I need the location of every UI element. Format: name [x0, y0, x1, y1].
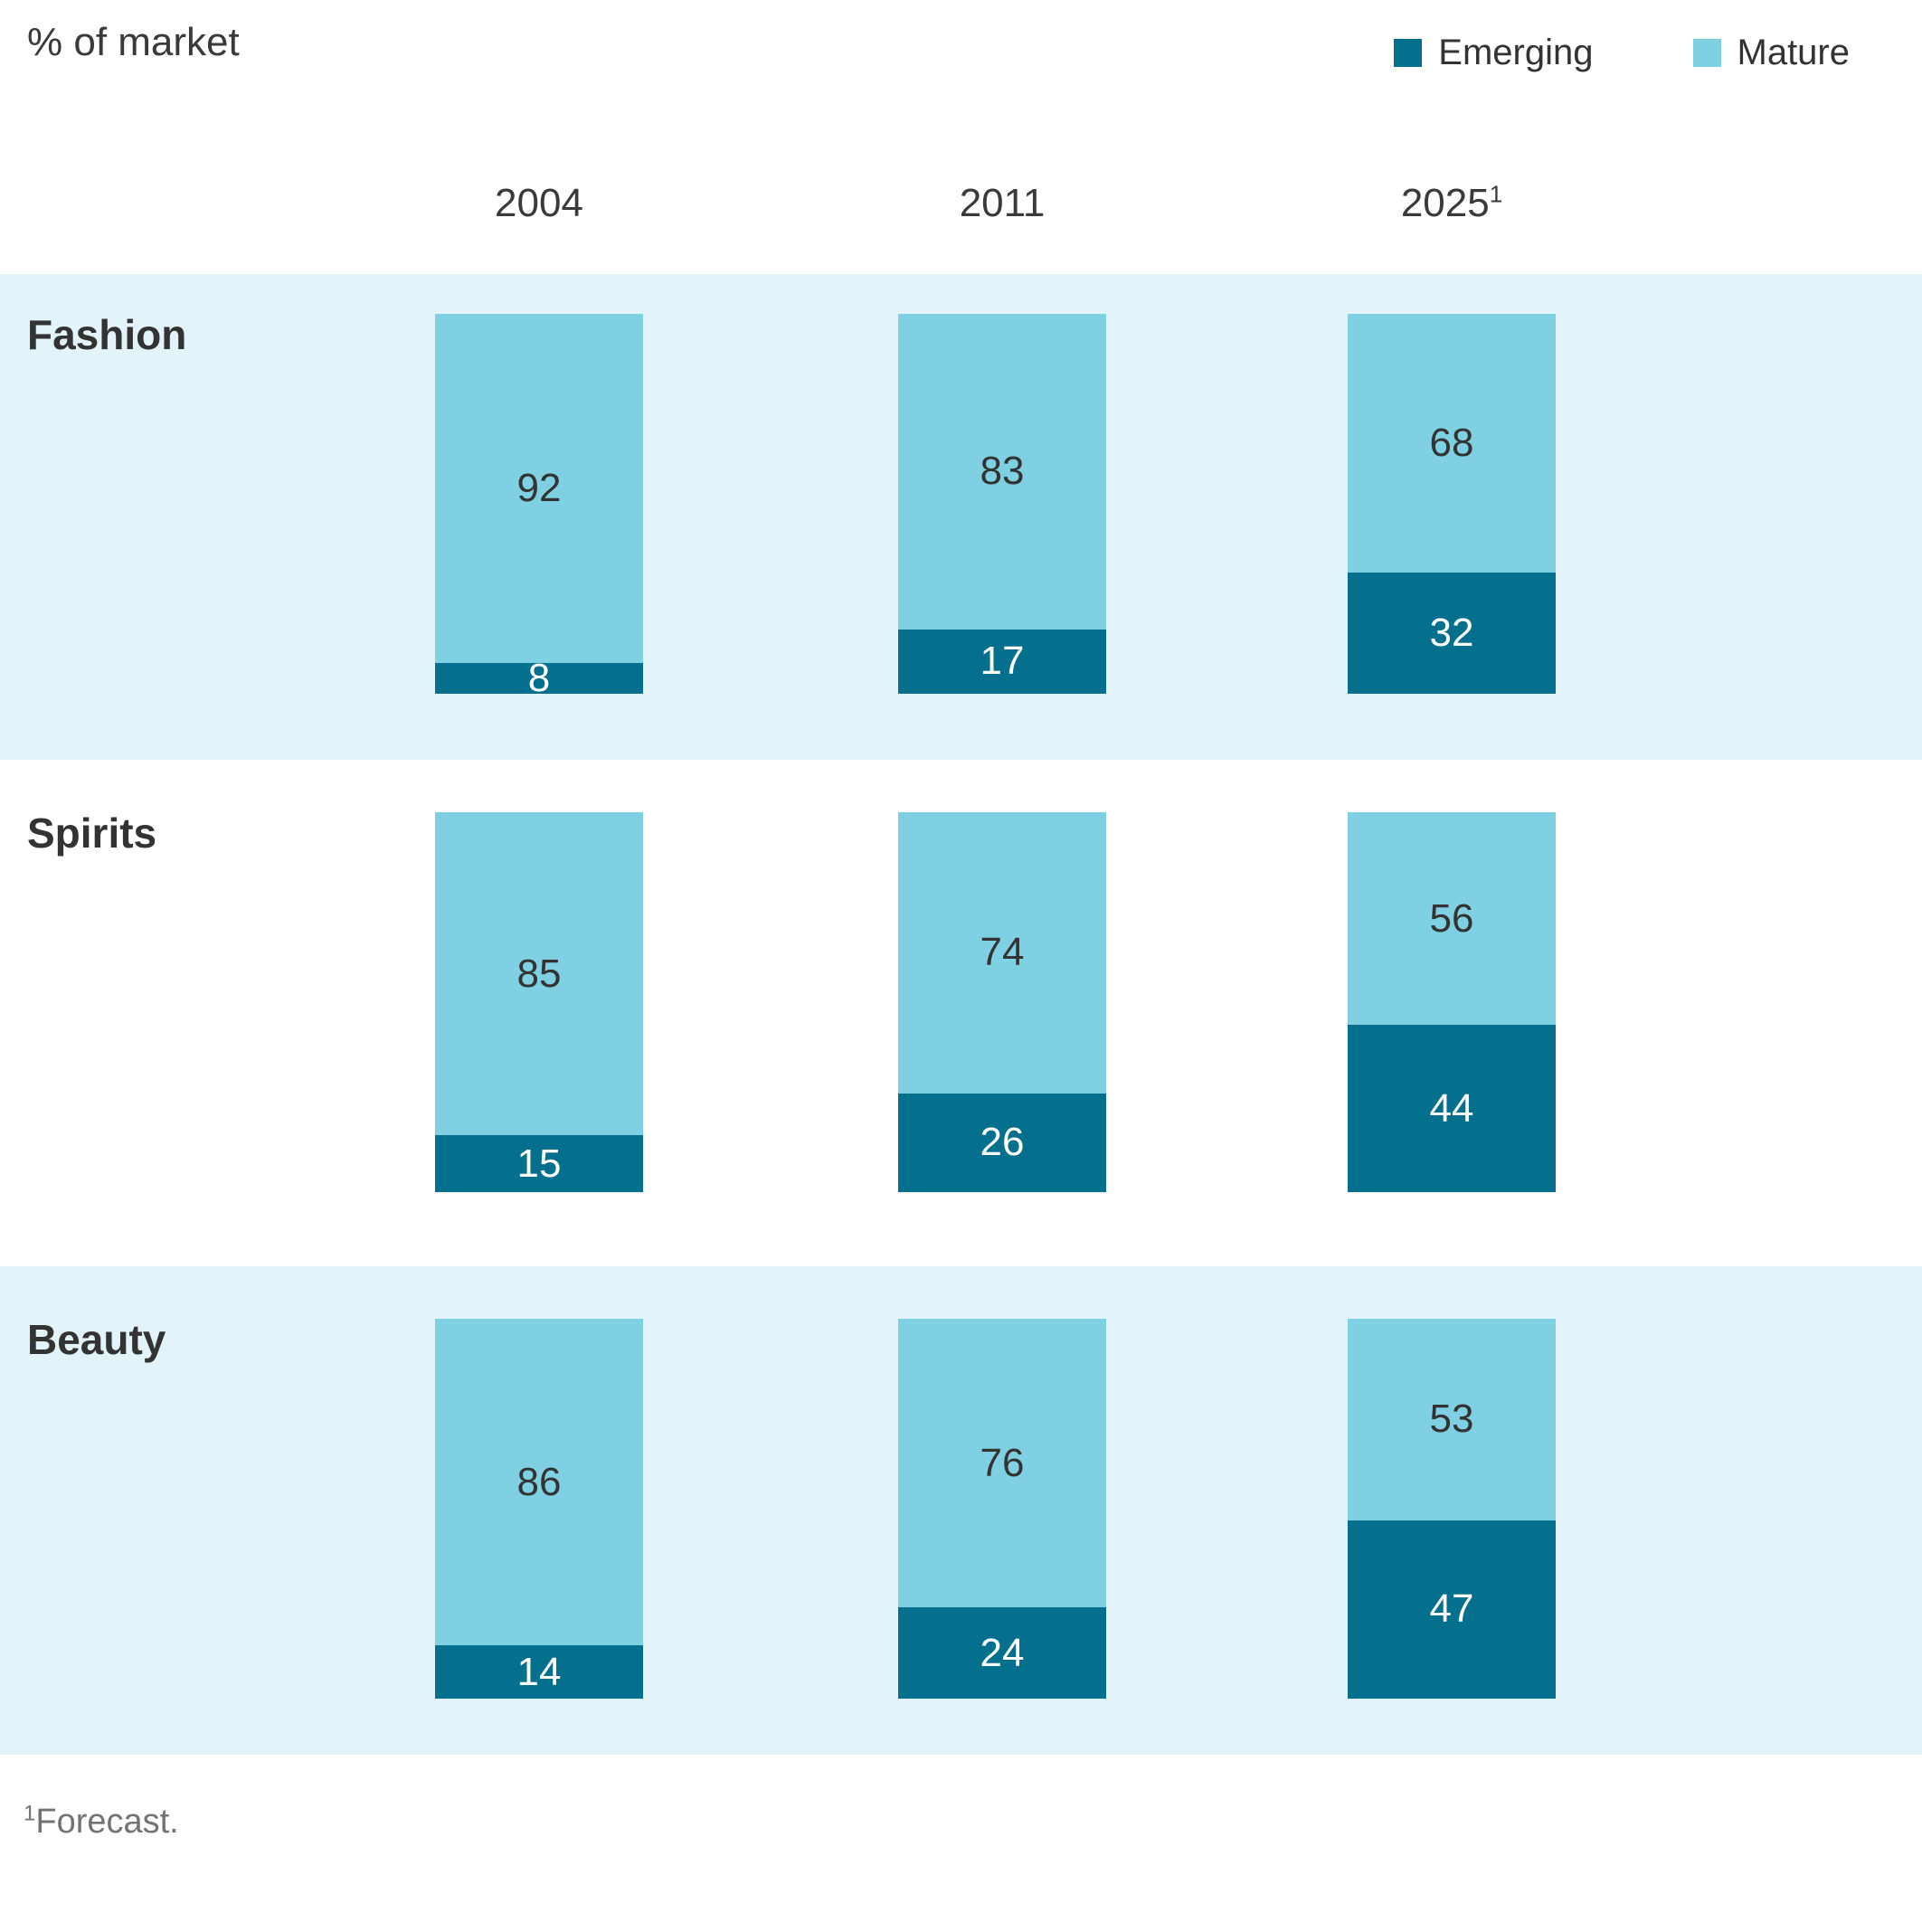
mature-segment: 85	[435, 812, 643, 1135]
chart-title: % of market	[27, 20, 240, 64]
emerging-segment: 17	[898, 629, 1106, 694]
bar-fashion-2011: 83 17	[898, 314, 1106, 694]
mature-value: 92	[516, 466, 562, 511]
mature-value: 85	[516, 951, 562, 996]
bar-spirits-2011: 74 26	[898, 812, 1106, 1192]
row-fashion: Fashion 92 8 83 17 68 32	[0, 274, 1922, 760]
mature-value: 56	[1429, 895, 1474, 941]
legend: Emerging Mature	[1394, 33, 1850, 73]
bar-beauty-2011: 76 24	[898, 1319, 1106, 1699]
emerging-segment: 47	[1348, 1520, 1556, 1699]
mature-segment: 86	[435, 1319, 643, 1646]
mature-value: 86	[516, 1459, 562, 1504]
bar-fashion-2004: 92 8	[435, 314, 643, 699]
mature-segment: 56	[1348, 812, 1556, 1026]
bar-spirits-2004: 85 15	[435, 812, 643, 1192]
emerging-segment: 26	[898, 1093, 1106, 1192]
footnote-superscript: 1	[24, 1801, 36, 1826]
emerging-segment: 24	[898, 1607, 1106, 1699]
emerging-value: 44	[1429, 1085, 1474, 1131]
emerging-value: 26	[980, 1120, 1025, 1165]
column-header-2004: 2004	[495, 181, 583, 225]
emerging-segment: 15	[435, 1135, 643, 1192]
row-spirits: Spirits 85 15 74 26 56 44	[0, 760, 1922, 1266]
footnote-text: Forecast.	[35, 1803, 179, 1841]
emerging-segment: 14	[435, 1645, 643, 1699]
mature-value: 68	[1429, 420, 1474, 465]
mature-segment: 92	[435, 314, 643, 664]
mature-value: 53	[1429, 1397, 1474, 1442]
mature-segment: 76	[898, 1319, 1106, 1608]
legend-label-emerging: Emerging	[1438, 33, 1594, 72]
bar-beauty-2004: 86 14	[435, 1319, 643, 1699]
emerging-segment: 32	[1348, 572, 1556, 694]
bar-beauty-2025: 53 47	[1348, 1319, 1556, 1699]
row-label-fashion: Fashion	[27, 311, 187, 358]
legend-item-mature: Mature	[1692, 33, 1851, 73]
mature-value: 76	[980, 1440, 1025, 1485]
emerging-segment: 8	[435, 658, 643, 699]
mature-swatch-icon	[1692, 39, 1721, 67]
emerging-value: 14	[516, 1649, 562, 1694]
row-beauty: Beauty 86 14 76 24 53 47	[0, 1266, 1922, 1755]
mature-segment: 68	[1348, 314, 1556, 573]
bar-spirits-2025: 56 44	[1348, 812, 1556, 1192]
legend-item-emerging: Emerging	[1394, 33, 1594, 73]
forecast-superscript: 1	[1489, 180, 1503, 208]
emerging-swatch-icon	[1394, 39, 1423, 67]
column-header-2025: 20251	[1400, 180, 1503, 225]
column-header-2011: 2011	[959, 181, 1046, 225]
mature-segment: 53	[1348, 1319, 1556, 1520]
mature-segment: 74	[898, 812, 1106, 1094]
mature-value: 83	[980, 449, 1025, 494]
emerging-value: 24	[980, 1630, 1025, 1675]
emerging-segment: 44	[1348, 1025, 1556, 1192]
emerging-value: 32	[1429, 610, 1474, 655]
row-label-spirits: Spirits	[27, 810, 157, 857]
bar-fashion-2025: 68 32	[1348, 314, 1556, 694]
emerging-value: 8	[527, 656, 551, 701]
row-label-beauty: Beauty	[27, 1316, 166, 1363]
emerging-value: 15	[516, 1141, 562, 1186]
mature-segment: 83	[898, 314, 1106, 630]
emerging-value: 47	[1429, 1586, 1474, 1632]
footnote: 1Forecast.	[24, 1803, 179, 1842]
emerging-value: 17	[980, 639, 1025, 684]
legend-label-mature: Mature	[1737, 33, 1851, 72]
mature-value: 74	[980, 930, 1025, 975]
